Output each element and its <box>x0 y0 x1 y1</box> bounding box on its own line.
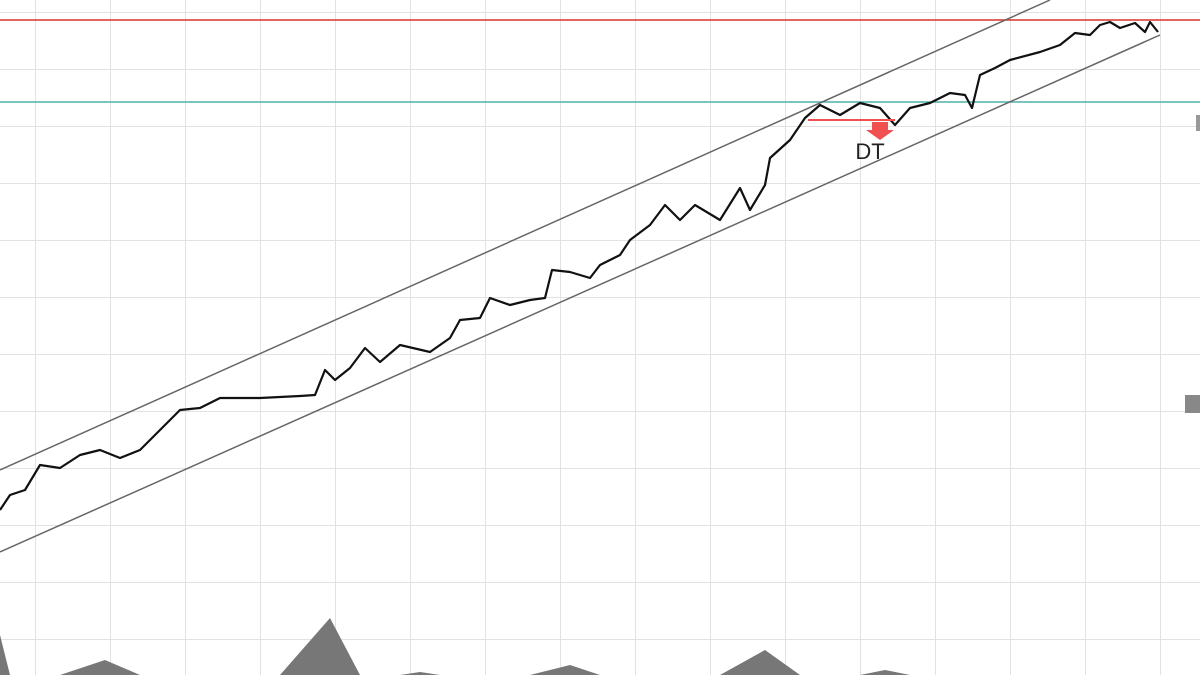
side-marker <box>1196 115 1200 131</box>
volume-area <box>0 618 1200 675</box>
channel-line <box>0 0 1051 471</box>
side-handle <box>1185 395 1200 413</box>
channel-line <box>0 34 1161 553</box>
annotation-arrow <box>866 122 894 140</box>
annotation-label: DT <box>855 139 884 164</box>
price-line <box>0 20 1159 511</box>
